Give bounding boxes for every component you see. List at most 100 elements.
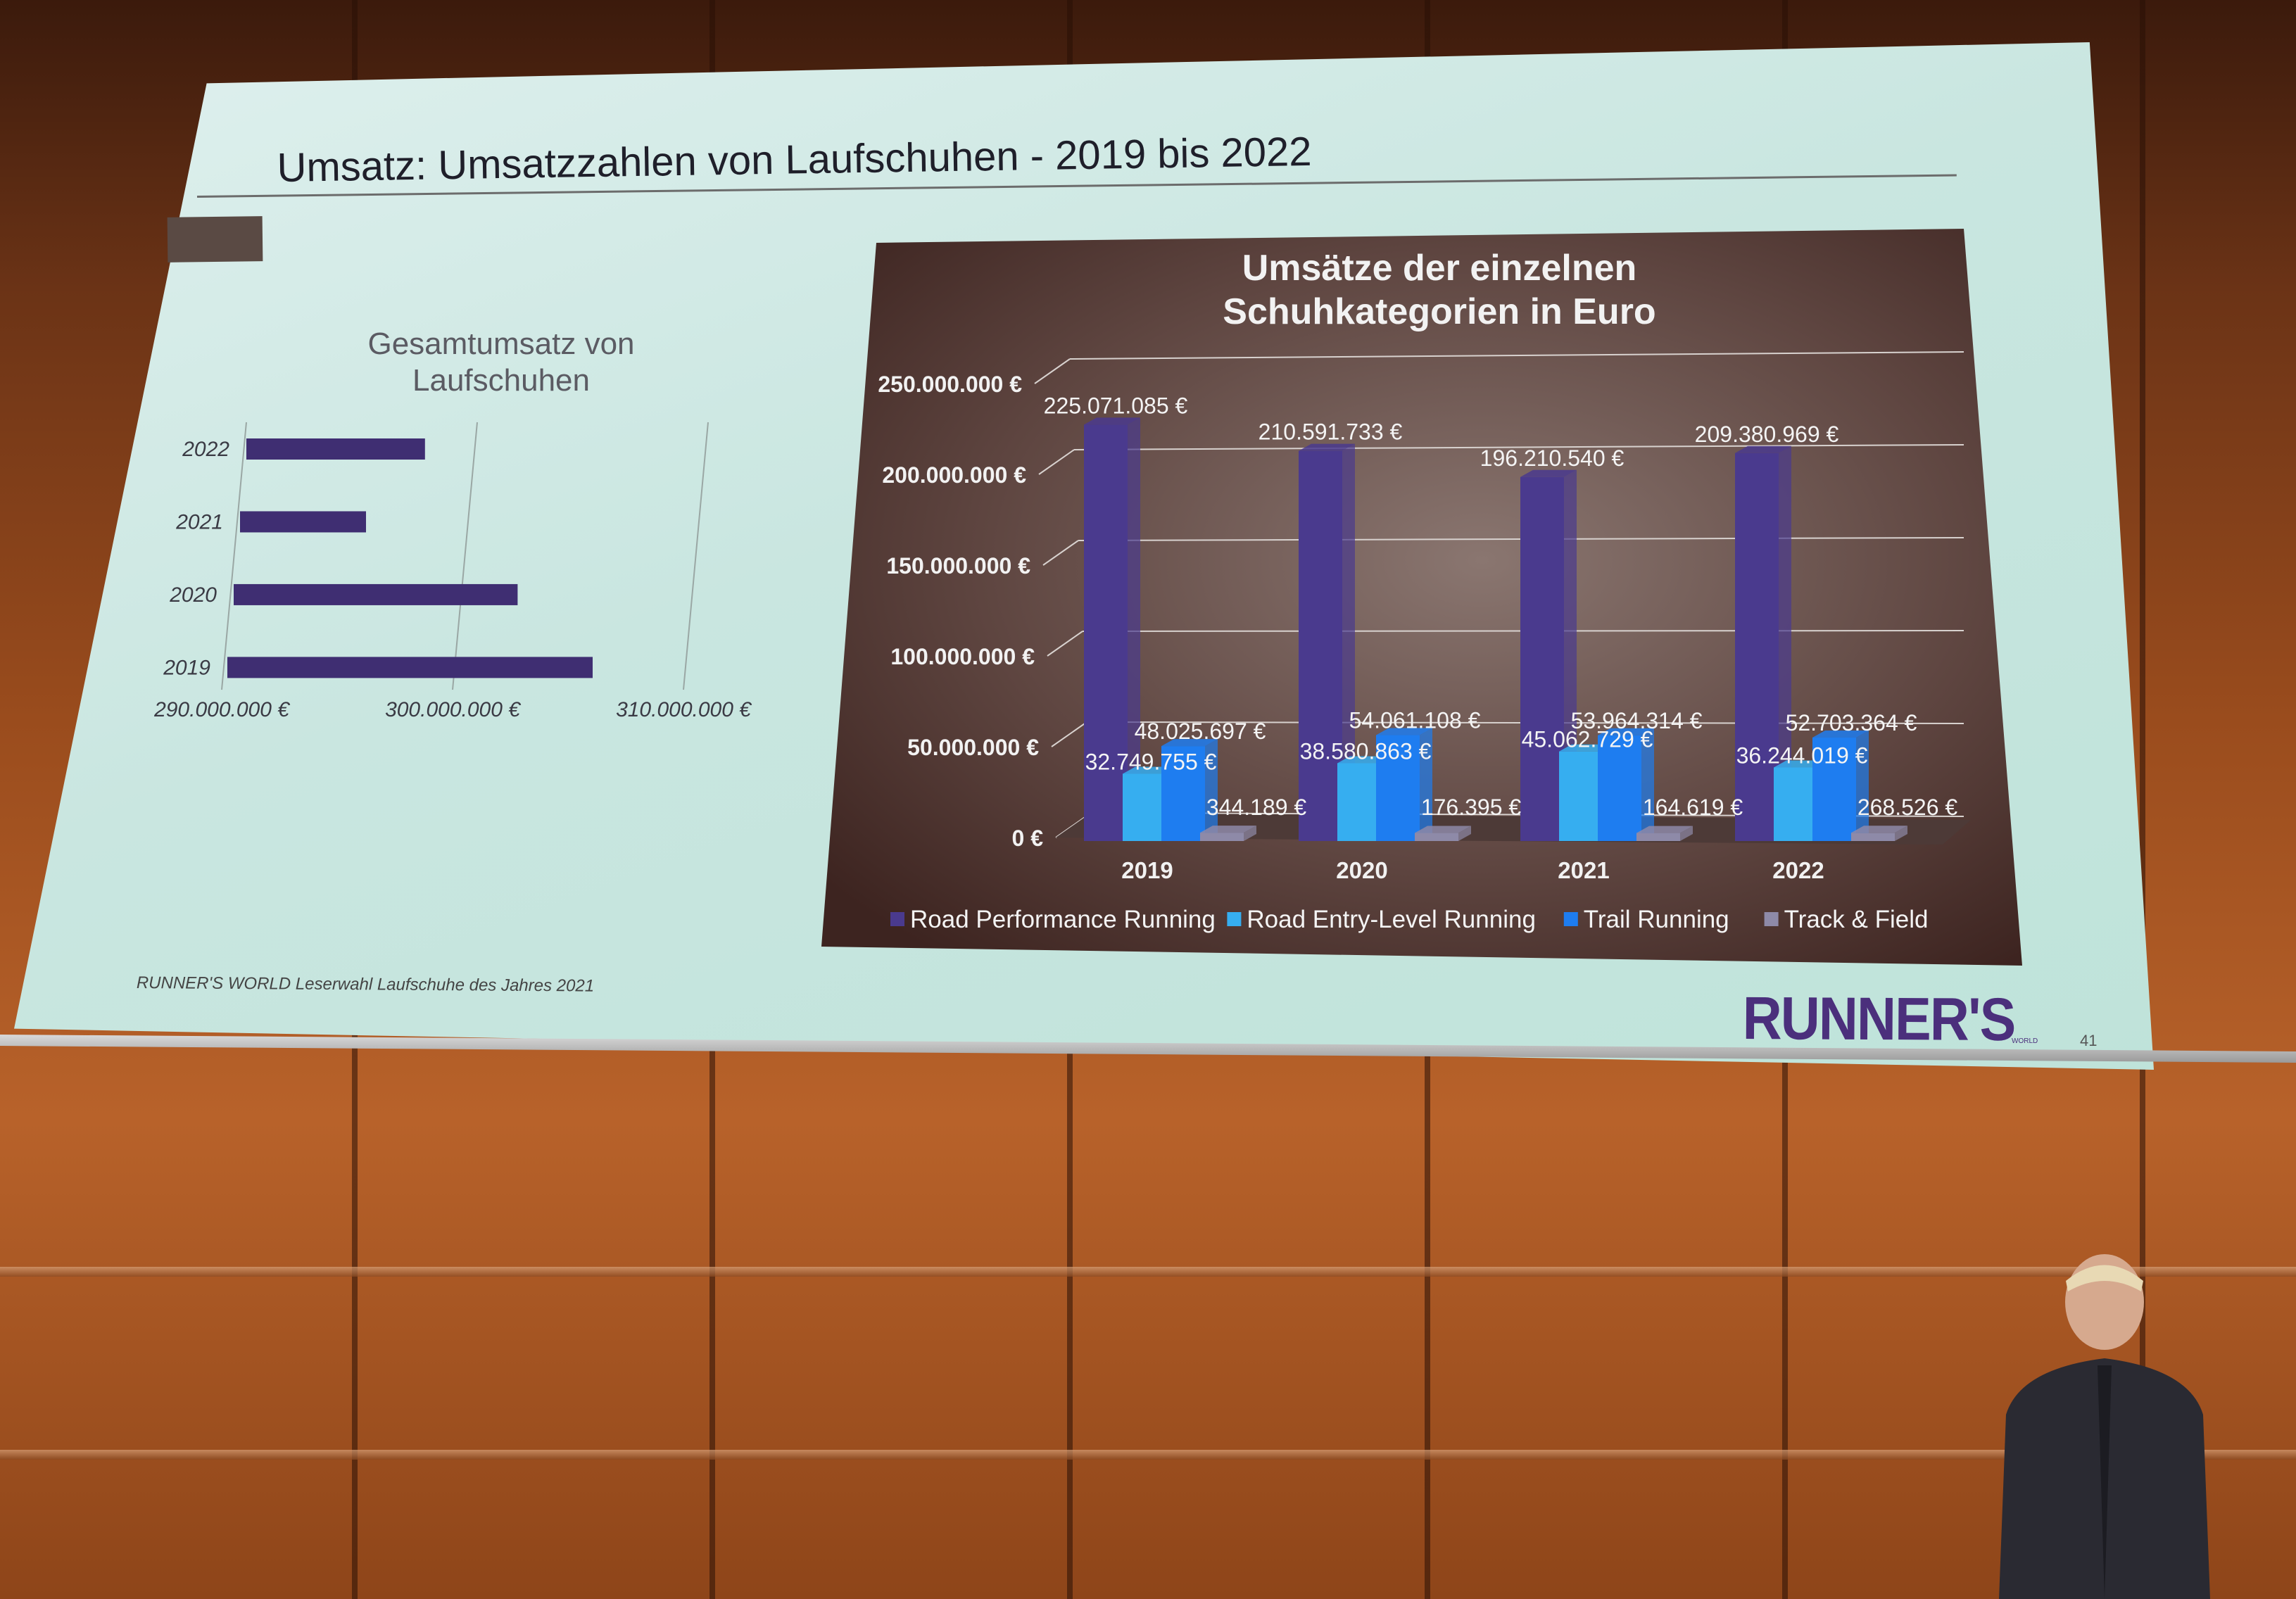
series-0-column	[1735, 453, 1779, 841]
series-3-column	[1851, 833, 1895, 841]
presenter-placket	[2098, 1365, 2112, 1599]
legend-swatch	[890, 912, 904, 926]
right-chart-y-tick: 0 €	[1012, 826, 1044, 851]
right-chart-x-category: 2020	[1336, 857, 1387, 883]
left-chart-title-line: Laufschuhen	[412, 363, 590, 398]
series-2-column	[1376, 735, 1420, 841]
left-chart-x-tick: 310.000.000 €	[616, 698, 752, 721]
right-chart-x-category: 2019	[1121, 857, 1173, 883]
series-3-data-label: 164.619 €	[1643, 795, 1743, 820]
right-chart-panel	[821, 229, 2022, 966]
series-2-data-label: 52.703.364 €	[1786, 710, 1917, 735]
right-chart-y-tick: 100.000.000 €	[890, 644, 1035, 669]
right-chart-title-line: Umsätze der einzelnen	[1242, 248, 1637, 289]
slide-footnote: RUNNER'S WORLD Leserwahl Laufschuhe des …	[136, 973, 595, 996]
right-chart-gridline	[1073, 444, 1964, 450]
runners-world-logo-sub: WORLD	[2012, 1037, 2038, 1045]
series-1-column	[1559, 751, 1603, 841]
series-3-column	[1415, 833, 1458, 841]
series-0-column	[1299, 450, 1342, 841]
series-2-column-side	[1856, 731, 1869, 841]
left-chart-gridline	[221, 422, 247, 690]
series-3-column-side	[1680, 826, 1693, 841]
series-0-data-label: 210.591.733 €	[1259, 419, 1403, 445]
series-2-data-label: 48.025.697 €	[1135, 719, 1266, 744]
series-1-column	[1337, 763, 1381, 841]
series-2-column-top	[1812, 731, 1869, 738]
series-0-column-side	[1342, 443, 1355, 841]
series-2-data-label: 54.061.108 €	[1349, 708, 1481, 733]
legend-label: Road Performance Running	[910, 906, 1216, 933]
left-chart-group: Gesamtumsatz von Laufschuhen 290.000.000 €…	[153, 327, 752, 721]
right-chart-gridline	[1069, 351, 1964, 360]
right-chart-gridline-stub	[1034, 358, 1071, 384]
series-2-column	[1812, 738, 1856, 841]
series-2-column	[1161, 746, 1205, 841]
legend-label: Track & Field	[1784, 906, 1929, 933]
series-3-column-top	[1851, 826, 1907, 833]
left-chart-x-tick: 290.000.000 €	[153, 698, 290, 721]
right-chart-gridline-stub	[1051, 721, 1087, 747]
series-3-column	[1200, 833, 1244, 841]
series-0-column-side	[1128, 417, 1140, 841]
left-chart-bar	[246, 438, 425, 460]
series-3-column	[1636, 833, 1680, 841]
right-chart-title: Umsätze der einzelnen Schuhkategorien in …	[1223, 248, 1655, 332]
series-0-data-label: 209.380.969 €	[1695, 422, 1839, 447]
right-chart-y-tick: 150.000.000 €	[886, 553, 1030, 579]
left-chart-title-line: Gesamtumsatz von	[367, 327, 634, 361]
right-chart-gridline-stub	[1042, 540, 1079, 566]
series-0-data-label: 225.071.085 €	[1044, 393, 1188, 418]
right-chart-group: Umsätze der einzelnen Schuhkategorien in …	[821, 229, 2022, 966]
left-chart-bar	[227, 657, 593, 678]
series-3-data-label: 176.395 €	[1421, 795, 1522, 820]
presenter-figure	[1999, 1254, 2210, 1599]
series-3-data-label: 268.526 €	[1857, 795, 1958, 820]
wall-light-strip	[0, 1450, 2296, 1460]
right-chart-title-line: Schuhkategorien in Euro	[1223, 291, 1655, 332]
left-chart-gridline	[452, 422, 478, 690]
right-chart-x-category: 2021	[1558, 857, 1609, 883]
left-chart-category-label: 2019	[163, 656, 210, 679]
series-1-data-label: 38.580.863 €	[1300, 738, 1432, 764]
series-2-column-top	[1161, 739, 1218, 747]
series-2-column-side	[1641, 728, 1654, 841]
series-2-column-side	[1420, 728, 1432, 841]
series-3-column-side	[1895, 826, 1907, 841]
series-3-column-top	[1200, 826, 1256, 833]
legend-label: Trail Running	[1584, 906, 1729, 933]
series-0-column-top	[1299, 443, 1355, 451]
left-chart-category-label: 2022	[182, 438, 229, 461]
left-chart-title: Gesamtumsatz von Laufschuhen	[367, 327, 634, 398]
series-2-data-label: 53.964.314 €	[1571, 708, 1703, 733]
series-2-column-top	[1376, 728, 1432, 735]
left-chart-bar	[234, 583, 518, 605]
series-2-column-side	[1205, 739, 1218, 841]
series-1-data-label: 32.749.755 €	[1085, 750, 1217, 775]
series-1-data-label: 36.244.019 €	[1736, 742, 1868, 768]
right-chart-gridline-stub	[1047, 631, 1083, 657]
series-0-column-top	[1084, 417, 1140, 425]
runners-world-logo: RUNNER'S	[1742, 985, 2015, 1054]
legend-swatch	[1227, 912, 1242, 926]
series-3-column-side	[1458, 826, 1471, 841]
series-2-column	[1598, 735, 1641, 841]
series-1-column	[1774, 767, 1817, 841]
slide-page-number: 41	[2080, 1032, 2098, 1049]
series-3-column-top	[1415, 826, 1471, 833]
legend-swatch	[1563, 912, 1578, 926]
right-chart-y-tick: 200.000.000 €	[882, 462, 1026, 488]
series-3-column-side	[1244, 826, 1256, 841]
right-chart-y-tick: 50.000.000 €	[907, 735, 1039, 760]
series-1-column	[1123, 773, 1166, 841]
series-0-column-top	[1735, 445, 1791, 453]
series-0-column-top	[1520, 469, 1577, 477]
right-chart-x-category: 2022	[1772, 857, 1824, 883]
series-3-data-label: 344.189 €	[1206, 795, 1307, 820]
right-chart-y-tick: 250.000.000 €	[878, 372, 1022, 397]
left-chart-category-label: 2021	[175, 510, 223, 533]
left-bar-chart: Gesamtumsatz von Laufschuhen 290.000.000 €…	[153, 327, 752, 721]
left-chart-category-label: 2020	[169, 583, 217, 607]
presenter-hair	[2066, 1265, 2143, 1291]
series-1-data-label: 45.062.729 €	[1522, 727, 1653, 752]
